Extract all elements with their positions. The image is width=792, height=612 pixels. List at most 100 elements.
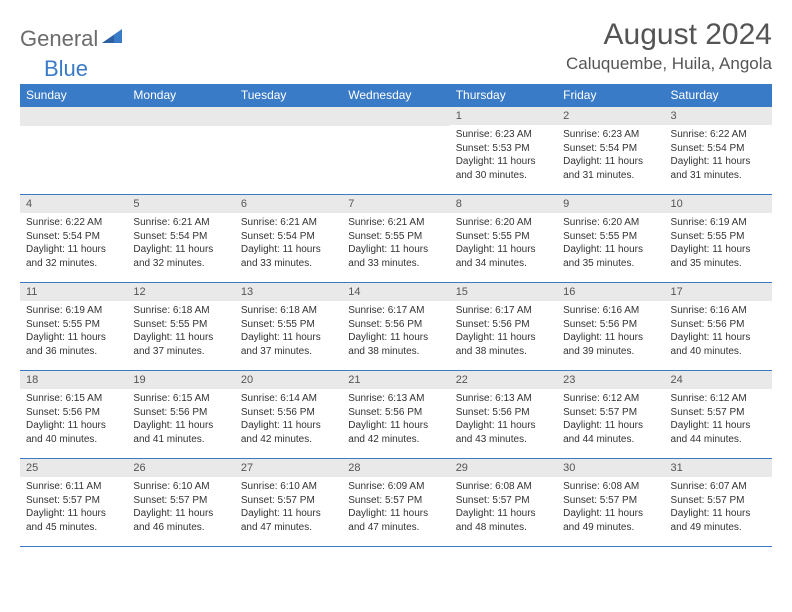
sunrise-line: Sunrise: 6:16 AM xyxy=(563,304,658,318)
day-cell: 4Sunrise: 6:22 AMSunset: 5:54 PMDaylight… xyxy=(20,195,127,283)
sunset-line: Sunset: 5:57 PM xyxy=(671,494,766,508)
day-details: Sunrise: 6:22 AMSunset: 5:54 PMDaylight:… xyxy=(20,213,127,274)
sunset-line: Sunset: 5:53 PM xyxy=(456,142,551,156)
daylight-line: Daylight: 11 hours and 37 minutes. xyxy=(133,331,228,358)
day-cell: 7Sunrise: 6:21 AMSunset: 5:55 PMDaylight… xyxy=(342,195,449,283)
sunset-line: Sunset: 5:57 PM xyxy=(563,406,658,420)
sunset-line: Sunset: 5:56 PM xyxy=(26,406,121,420)
day-details: Sunrise: 6:12 AMSunset: 5:57 PMDaylight:… xyxy=(665,389,772,450)
daylight-line: Daylight: 11 hours and 33 minutes. xyxy=(348,243,443,270)
day-number: 26 xyxy=(127,459,234,477)
day-cell: 21Sunrise: 6:13 AMSunset: 5:56 PMDayligh… xyxy=(342,371,449,459)
sunrise-line: Sunrise: 6:12 AM xyxy=(563,392,658,406)
day-details: Sunrise: 6:07 AMSunset: 5:57 PMDaylight:… xyxy=(665,477,772,538)
daylight-line: Daylight: 11 hours and 31 minutes. xyxy=(671,155,766,182)
day-number: 29 xyxy=(450,459,557,477)
sunrise-line: Sunrise: 6:17 AM xyxy=(456,304,551,318)
sunrise-line: Sunrise: 6:21 AM xyxy=(348,216,443,230)
calendar-week-row: 4Sunrise: 6:22 AMSunset: 5:54 PMDaylight… xyxy=(20,195,772,283)
sunrise-line: Sunrise: 6:11 AM xyxy=(26,480,121,494)
day-cell: 6Sunrise: 6:21 AMSunset: 5:54 PMDaylight… xyxy=(235,195,342,283)
day-number: 6 xyxy=(235,195,342,213)
day-number: 11 xyxy=(20,283,127,301)
day-details: Sunrise: 6:17 AMSunset: 5:56 PMDaylight:… xyxy=(450,301,557,362)
day-cell: 26Sunrise: 6:10 AMSunset: 5:57 PMDayligh… xyxy=(127,459,234,547)
daylight-line: Daylight: 11 hours and 46 minutes. xyxy=(133,507,228,534)
day-details: Sunrise: 6:10 AMSunset: 5:57 PMDaylight:… xyxy=(127,477,234,538)
day-details: Sunrise: 6:16 AMSunset: 5:56 PMDaylight:… xyxy=(557,301,664,362)
daylight-line: Daylight: 11 hours and 45 minutes. xyxy=(26,507,121,534)
day-cell: 17Sunrise: 6:16 AMSunset: 5:56 PMDayligh… xyxy=(665,283,772,371)
sunset-line: Sunset: 5:55 PM xyxy=(671,230,766,244)
day-number: 20 xyxy=(235,371,342,389)
sunset-line: Sunset: 5:56 PM xyxy=(563,318,658,332)
day-cell: 31Sunrise: 6:07 AMSunset: 5:57 PMDayligh… xyxy=(665,459,772,547)
day-details: Sunrise: 6:11 AMSunset: 5:57 PMDaylight:… xyxy=(20,477,127,538)
title-block: August 2024 Caluquembe, Huila, Angola xyxy=(566,18,772,74)
empty-day-cell xyxy=(235,107,342,195)
weekday-header: Saturday xyxy=(665,84,772,107)
day-details: Sunrise: 6:08 AMSunset: 5:57 PMDaylight:… xyxy=(450,477,557,538)
day-details: Sunrise: 6:19 AMSunset: 5:55 PMDaylight:… xyxy=(665,213,772,274)
day-cell: 28Sunrise: 6:09 AMSunset: 5:57 PMDayligh… xyxy=(342,459,449,547)
day-details: Sunrise: 6:17 AMSunset: 5:56 PMDaylight:… xyxy=(342,301,449,362)
day-cell: 19Sunrise: 6:15 AMSunset: 5:56 PMDayligh… xyxy=(127,371,234,459)
daylight-line: Daylight: 11 hours and 41 minutes. xyxy=(133,419,228,446)
day-cell: 30Sunrise: 6:08 AMSunset: 5:57 PMDayligh… xyxy=(557,459,664,547)
weekday-header: Sunday xyxy=(20,84,127,107)
daylight-line: Daylight: 11 hours and 43 minutes. xyxy=(456,419,551,446)
day-cell: 20Sunrise: 6:14 AMSunset: 5:56 PMDayligh… xyxy=(235,371,342,459)
day-details: Sunrise: 6:21 AMSunset: 5:54 PMDaylight:… xyxy=(127,213,234,274)
logo-text-general: General xyxy=(20,26,98,52)
page-header: General August 2024 Caluquembe, Huila, A… xyxy=(20,18,772,74)
sunset-line: Sunset: 5:55 PM xyxy=(133,318,228,332)
logo-text-blue: Blue xyxy=(44,56,88,82)
sunrise-line: Sunrise: 6:09 AM xyxy=(348,480,443,494)
day-number: 12 xyxy=(127,283,234,301)
daylight-line: Daylight: 11 hours and 48 minutes. xyxy=(456,507,551,534)
sunrise-line: Sunrise: 6:16 AM xyxy=(671,304,766,318)
sunrise-line: Sunrise: 6:23 AM xyxy=(563,128,658,142)
sunset-line: Sunset: 5:57 PM xyxy=(671,406,766,420)
calendar-page: General August 2024 Caluquembe, Huila, A… xyxy=(0,0,792,557)
day-number: 5 xyxy=(127,195,234,213)
day-number: 7 xyxy=(342,195,449,213)
sunset-line: Sunset: 5:56 PM xyxy=(133,406,228,420)
month-title: August 2024 xyxy=(566,18,772,52)
daylight-line: Daylight: 11 hours and 40 minutes. xyxy=(26,419,121,446)
sunset-line: Sunset: 5:57 PM xyxy=(348,494,443,508)
sunset-line: Sunset: 5:55 PM xyxy=(563,230,658,244)
day-number: 19 xyxy=(127,371,234,389)
day-details: Sunrise: 6:09 AMSunset: 5:57 PMDaylight:… xyxy=(342,477,449,538)
daylight-line: Daylight: 11 hours and 37 minutes. xyxy=(241,331,336,358)
day-cell: 24Sunrise: 6:12 AMSunset: 5:57 PMDayligh… xyxy=(665,371,772,459)
sunrise-line: Sunrise: 6:21 AM xyxy=(241,216,336,230)
sunset-line: Sunset: 5:54 PM xyxy=(563,142,658,156)
day-number: 3 xyxy=(665,107,772,125)
day-number: 13 xyxy=(235,283,342,301)
empty-daynum-bar xyxy=(127,107,234,126)
sunrise-line: Sunrise: 6:07 AM xyxy=(671,480,766,494)
weekday-header: Wednesday xyxy=(342,84,449,107)
day-number: 10 xyxy=(665,195,772,213)
day-number: 2 xyxy=(557,107,664,125)
sunrise-line: Sunrise: 6:17 AM xyxy=(348,304,443,318)
daylight-line: Daylight: 11 hours and 35 minutes. xyxy=(563,243,658,270)
empty-daynum-bar xyxy=(20,107,127,126)
weekday-header: Tuesday xyxy=(235,84,342,107)
day-number: 18 xyxy=(20,371,127,389)
sunrise-line: Sunrise: 6:21 AM xyxy=(133,216,228,230)
day-number: 4 xyxy=(20,195,127,213)
daylight-line: Daylight: 11 hours and 32 minutes. xyxy=(26,243,121,270)
daylight-line: Daylight: 11 hours and 35 minutes. xyxy=(671,243,766,270)
day-number: 24 xyxy=(665,371,772,389)
day-number: 27 xyxy=(235,459,342,477)
daylight-line: Daylight: 11 hours and 44 minutes. xyxy=(563,419,658,446)
day-details: Sunrise: 6:20 AMSunset: 5:55 PMDaylight:… xyxy=(557,213,664,274)
sunset-line: Sunset: 5:57 PM xyxy=(26,494,121,508)
day-cell: 23Sunrise: 6:12 AMSunset: 5:57 PMDayligh… xyxy=(557,371,664,459)
weekday-header-row: SundayMondayTuesdayWednesdayThursdayFrid… xyxy=(20,84,772,107)
day-cell: 5Sunrise: 6:21 AMSunset: 5:54 PMDaylight… xyxy=(127,195,234,283)
sunset-line: Sunset: 5:55 PM xyxy=(456,230,551,244)
daylight-line: Daylight: 11 hours and 42 minutes. xyxy=(348,419,443,446)
